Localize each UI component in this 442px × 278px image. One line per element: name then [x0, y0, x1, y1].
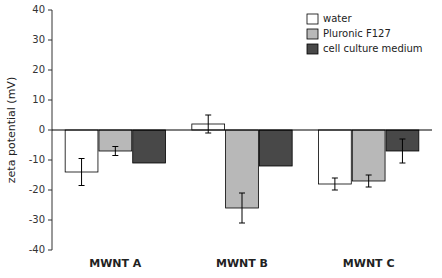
bar — [319, 130, 352, 184]
y-tick-label: 20 — [32, 64, 45, 75]
error-bar — [366, 175, 372, 187]
y-tick — [48, 130, 52, 131]
x-tick-label: MWNT B — [216, 257, 268, 270]
chart: -40 -30 -20 -10 0 10 20 30 40 zeta potential (mV)… — [0, 0, 442, 278]
y-tick — [48, 160, 52, 161]
legend-swatch — [307, 44, 318, 54]
legend-label: cell culture medium — [323, 43, 423, 54]
x-tick-label: MWNT A — [89, 257, 142, 270]
error-bar — [332, 178, 338, 190]
y-tick-label: 30 — [32, 34, 45, 45]
y-tick-label: -20 — [29, 184, 45, 195]
y-tick — [48, 220, 52, 221]
y-tick — [48, 70, 52, 71]
error-bar — [79, 159, 85, 186]
y-tick — [48, 10, 52, 11]
error-bar — [112, 147, 118, 156]
y-tick — [48, 250, 52, 251]
legend-swatch — [307, 14, 318, 24]
bar — [352, 130, 385, 181]
chart-container: -40 -30 -20 -10 0 10 20 30 40 zeta potential (mV)… — [0, 0, 442, 278]
legend-label: Pluronic F127 — [323, 28, 391, 39]
y-tick — [48, 100, 52, 101]
y-tick-label: -10 — [29, 154, 45, 165]
y-tick-label: 10 — [32, 94, 45, 105]
y-tick-label: 40 — [32, 4, 45, 15]
bars — [65, 115, 419, 223]
y-tick-label: -30 — [29, 214, 45, 225]
y-axis: -40 -30 -20 -10 0 10 20 30 40 — [29, 4, 52, 255]
error-bar — [239, 193, 245, 223]
bar — [133, 130, 166, 163]
legend: water Pluronic F127 cell culture medium — [307, 13, 423, 54]
zero-line — [52, 130, 432, 131]
legend-label: water — [323, 13, 352, 24]
x-tick-label: MWNT C — [343, 257, 395, 270]
y-tick — [48, 190, 52, 191]
y-tick-label: 0 — [39, 124, 45, 135]
legend-swatch — [307, 29, 318, 39]
y-tick — [48, 40, 52, 41]
y-tick-label: -40 — [29, 244, 45, 255]
bar — [259, 130, 292, 166]
error-bar — [399, 139, 405, 163]
y-axis-label: zeta potential (mV) — [5, 77, 18, 183]
